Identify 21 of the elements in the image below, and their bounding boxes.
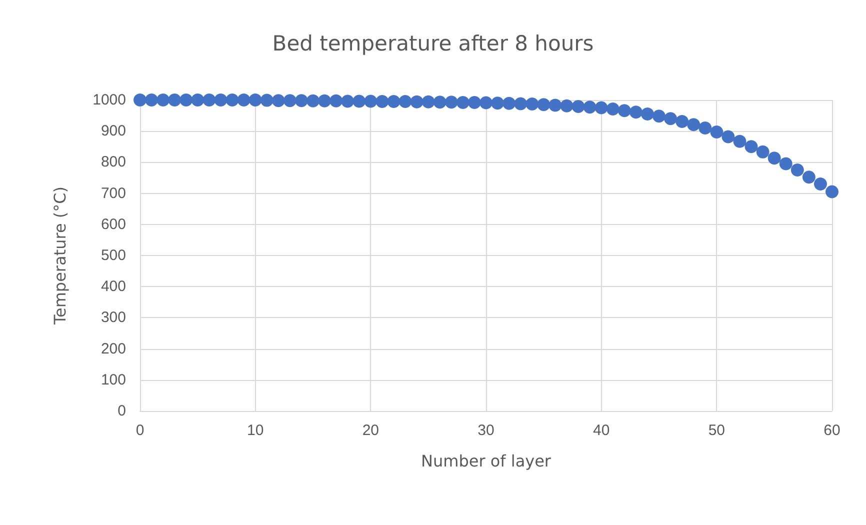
y-tick-label: 400 [100,278,126,296]
y-tick-label: 900 [100,122,126,140]
x-tick-label: 50 [708,422,726,439]
x-tick-label: 40 [592,422,610,439]
x-tick-label: 0 [136,422,144,439]
y-axis-title: Temperature (°C) [50,186,70,326]
chart-title: Bed temperature after 8 hours [272,32,594,56]
x-tick-label: 30 [478,422,494,439]
y-tick-label: 1000 [92,92,126,108]
y-tick-label: 200 [100,340,126,358]
x-tick-label: 10 [246,422,264,439]
y-tick-label: 600 [100,216,126,233]
y-tick-label: 100 [100,371,126,388]
y-tick-label: 800 [100,154,126,171]
x-tick-label: 20 [362,422,380,439]
x-tick-label: 60 [824,422,840,439]
y-tick-label: 700 [100,184,126,202]
y-tick-label: 300 [100,309,126,326]
x-axis-title: Number of layer [420,452,552,470]
y-tick-label: 0 [118,402,126,420]
y-tick-label: 500 [100,247,126,264]
